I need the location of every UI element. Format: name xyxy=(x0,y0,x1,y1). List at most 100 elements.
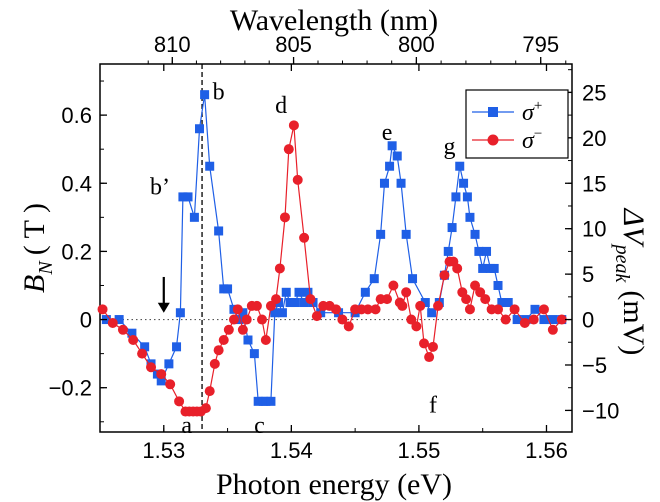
data-point-circle xyxy=(427,341,438,352)
data-point-circle xyxy=(475,287,486,298)
data-point-square xyxy=(420,298,430,308)
data-point-square xyxy=(200,90,210,100)
data-point-circle xyxy=(156,369,167,380)
data-point-circle xyxy=(241,314,252,325)
data-point-circle xyxy=(265,300,276,311)
data-point-circle xyxy=(406,314,417,325)
y-left-axis-title-sub: N xyxy=(35,260,57,276)
data-point-square xyxy=(447,223,457,233)
data-point-circle xyxy=(209,358,220,369)
y-right-axis-ticks: −10 −5 0 5 10 15 20 25 xyxy=(565,69,619,423)
data-point-square xyxy=(455,161,465,171)
data-point-circle xyxy=(204,386,215,397)
x-top-tick-label: 810 xyxy=(154,32,191,57)
data-point-square xyxy=(408,274,418,284)
data-point-square xyxy=(548,315,558,325)
data-point-square xyxy=(385,161,395,171)
data-point-square xyxy=(281,287,291,297)
data-point-circle xyxy=(137,348,148,359)
data-point-circle xyxy=(213,345,224,356)
data-point-circle xyxy=(223,324,234,335)
data-point-square xyxy=(303,287,313,297)
y-left-axis-title-main: B xyxy=(18,275,51,293)
data-point-square xyxy=(266,396,276,406)
x-top-tick-label: 795 xyxy=(522,32,559,57)
data-point-square xyxy=(140,342,150,352)
svg-text:BN( T ): BN ( T ) xyxy=(18,203,57,293)
data-point-circle xyxy=(218,335,229,345)
data-point-circle xyxy=(509,304,520,315)
data-point-circle xyxy=(260,335,271,345)
data-point-circle xyxy=(311,311,322,322)
data-point-square xyxy=(465,212,475,222)
data-point-square xyxy=(238,308,248,318)
plot-border xyxy=(99,63,573,433)
y-right-tick-label: 15 xyxy=(582,171,606,196)
data-point-circle xyxy=(251,300,262,311)
data-point-square xyxy=(489,263,499,273)
data-point-square xyxy=(270,308,280,318)
peak-label: f xyxy=(429,393,437,419)
data-point-circle xyxy=(370,304,381,315)
plot-frame xyxy=(99,63,573,433)
data-point-square xyxy=(497,298,507,308)
data-point-square xyxy=(530,304,540,314)
data-point-circle xyxy=(452,263,463,274)
legend-marker-circle xyxy=(487,134,499,146)
y-right-axis-title: ΔVpeak (mV) xyxy=(611,208,650,356)
data-point-square xyxy=(376,229,386,239)
data-point-square xyxy=(178,192,188,202)
data-point-square xyxy=(127,328,137,338)
data-point-circle xyxy=(299,232,310,243)
x-top-tick-label: 805 xyxy=(275,32,312,57)
data-point-circle xyxy=(411,321,422,332)
y-right-tick-label: −10 xyxy=(582,398,619,423)
legend-marker-square xyxy=(488,107,498,117)
data-point-circle xyxy=(415,300,426,311)
data-point-square xyxy=(195,124,205,134)
y-right-tick-label: 25 xyxy=(582,80,606,105)
data-point-circle xyxy=(200,403,211,414)
legend-box xyxy=(465,89,569,159)
data-point-circle xyxy=(228,314,239,325)
peak-label: d xyxy=(275,93,287,119)
x-tick-label: 1.54 xyxy=(270,438,313,463)
data-point-circle xyxy=(97,304,108,315)
data-point-square xyxy=(401,229,411,239)
data-point-square xyxy=(462,192,472,202)
data-point-circle xyxy=(382,294,393,305)
data-point-square xyxy=(379,178,389,188)
x-tick-label: 1.55 xyxy=(398,438,441,463)
data-point-square xyxy=(285,298,295,308)
data-point-circle xyxy=(538,304,549,315)
data-point-square xyxy=(172,342,182,352)
data-point-circle xyxy=(480,294,491,305)
data-point-square xyxy=(114,315,124,325)
data-point-square xyxy=(214,226,224,236)
series-layer xyxy=(97,90,567,417)
data-point-square xyxy=(290,298,300,308)
data-point-circle xyxy=(500,314,511,325)
data-point-square xyxy=(205,161,215,171)
data-point-square xyxy=(387,141,397,151)
data-point-square xyxy=(175,308,185,318)
data-point-square xyxy=(539,315,549,325)
x-tick-label: 1.56 xyxy=(525,438,568,463)
data-point-square xyxy=(299,298,309,308)
legend-label-sigma-minus-sup: − xyxy=(534,126,542,142)
y-left-tick-label: −0.2 xyxy=(49,376,92,401)
y-right-axis-title-sub: peak xyxy=(611,243,633,284)
data-point-circle xyxy=(274,263,285,274)
data-point-square xyxy=(183,192,193,202)
data-point-circle xyxy=(464,304,475,315)
peak-label: a xyxy=(181,413,192,439)
data-point-square xyxy=(503,298,513,308)
x-axis-title: Photon energy (eV) xyxy=(216,468,452,501)
data-point-square xyxy=(427,308,437,318)
x-top-axis-title: Wavelength (nm) xyxy=(230,4,438,37)
data-point-square xyxy=(470,229,480,239)
data-point-circle xyxy=(279,212,290,223)
data-point-circle xyxy=(528,314,539,325)
data-point-circle xyxy=(117,324,128,335)
data-point-square xyxy=(243,335,253,345)
